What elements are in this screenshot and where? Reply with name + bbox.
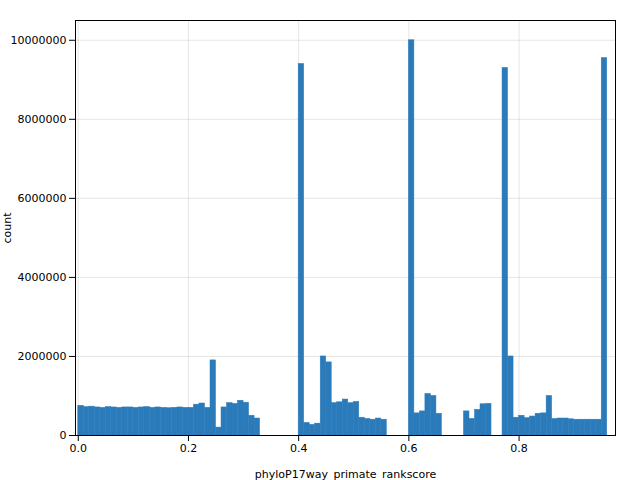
svg-text:0.4: 0.4 — [290, 442, 308, 455]
svg-text:0: 0 — [60, 429, 67, 442]
svg-text:0.2: 0.2 — [180, 442, 198, 455]
svg-text:4000000: 4000000 — [18, 271, 67, 284]
svg-text:0.0: 0.0 — [70, 442, 88, 455]
svg-text:6000000: 6000000 — [18, 192, 67, 205]
svg-text:10000000: 10000000 — [11, 34, 67, 47]
svg-text:8000000: 8000000 — [18, 113, 67, 126]
svg-text:phyloP17way_primate_rankscore: phyloP17way_primate_rankscore — [255, 468, 437, 480]
svg-text:0.8: 0.8 — [510, 442, 528, 455]
svg-text:count: count — [1, 212, 14, 244]
svg-text:0.6: 0.6 — [400, 442, 418, 455]
svg-text:2000000: 2000000 — [18, 350, 67, 363]
